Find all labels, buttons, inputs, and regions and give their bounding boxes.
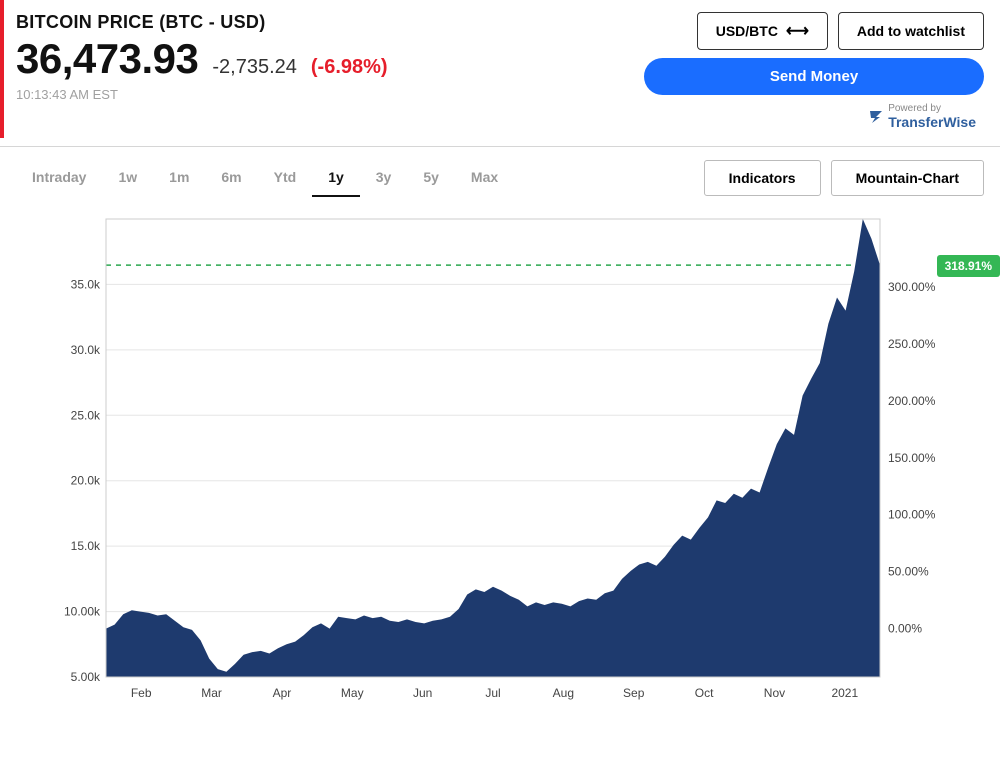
- range-tab-intraday[interactable]: Intraday: [16, 159, 102, 197]
- range-tab-1y[interactable]: 1y: [312, 159, 360, 197]
- range-tab-1m[interactable]: 1m: [153, 159, 205, 197]
- svg-text:25.0k: 25.0k: [71, 408, 101, 422]
- price-chart[interactable]: 5.00k 10.00k 15.0k 20.0k 25.0k 30.0k 35.0k 0.00…: [58, 209, 940, 707]
- svg-text:Feb: Feb: [131, 686, 152, 700]
- svg-text:200.00%: 200.00%: [888, 394, 936, 408]
- svg-text:0.00%: 0.00%: [888, 622, 922, 636]
- svg-text:35.0k: 35.0k: [71, 277, 101, 291]
- svg-text:Jul: Jul: [485, 686, 500, 700]
- reference-badge: 318.91%: [937, 255, 1000, 277]
- pair-toggle-label: USD/BTC: [716, 23, 778, 39]
- svg-text:2021: 2021: [831, 686, 858, 700]
- svg-text:50.00%: 50.00%: [888, 565, 929, 579]
- svg-text:Oct: Oct: [695, 686, 714, 700]
- powered-by-label: Powered by: [888, 103, 976, 114]
- header: BITCOIN PRICE (BTC - USD) 36,473.93 -2,7…: [0, 0, 1000, 138]
- controls-row: Intraday1w1m6mYtd1y3y5yMax Indicators Mo…: [0, 147, 1000, 209]
- price-value: 36,473.93: [16, 35, 198, 83]
- powered-by-brand: TransferWise: [888, 114, 976, 130]
- pair-toggle-button[interactable]: USD/BTC ⟷: [697, 12, 828, 50]
- range-tab-1w[interactable]: 1w: [102, 159, 153, 197]
- price-row: 36,473.93 -2,735.24 (-6.98%): [16, 35, 644, 83]
- change-percent: (-6.98%): [311, 56, 388, 79]
- svg-text:15.0k: 15.0k: [71, 539, 101, 553]
- powered-by: Powered by TransferWise: [868, 103, 976, 130]
- time-range-tabs: Intraday1w1m6mYtd1y3y5yMax: [16, 159, 514, 197]
- svg-text:Nov: Nov: [764, 686, 785, 700]
- range-tab-ytd[interactable]: Ytd: [258, 159, 313, 197]
- chart-container: 5.00k 10.00k 15.0k 20.0k 25.0k 30.0k 35.0k 0.00…: [0, 209, 1000, 757]
- svg-text:250.00%: 250.00%: [888, 337, 936, 351]
- action-row-top: USD/BTC ⟷ Add to watchlist: [697, 12, 984, 50]
- svg-text:Jun: Jun: [413, 686, 432, 700]
- send-money-label: Send Money: [770, 68, 858, 85]
- svg-text:10.00k: 10.00k: [64, 605, 101, 619]
- svg-text:150.00%: 150.00%: [888, 451, 936, 465]
- svg-text:Mar: Mar: [201, 686, 222, 700]
- chart-type-button[interactable]: Mountain-Chart: [831, 160, 984, 196]
- watchlist-label: Add to watchlist: [857, 23, 965, 39]
- chart-controls: Indicators Mountain-Chart: [704, 160, 984, 196]
- instrument-title: BITCOIN PRICE (BTC - USD): [16, 12, 644, 33]
- svg-text:5.00k: 5.00k: [71, 670, 101, 684]
- send-money-button[interactable]: Send Money: [644, 58, 984, 95]
- transferwise-icon: [868, 109, 884, 125]
- range-tab-5y[interactable]: 5y: [407, 159, 455, 197]
- add-watchlist-button[interactable]: Add to watchlist: [838, 12, 984, 50]
- svg-text:Aug: Aug: [553, 686, 574, 700]
- range-tab-max[interactable]: Max: [455, 159, 514, 197]
- indicators-button[interactable]: Indicators: [704, 160, 821, 196]
- svg-text:May: May: [341, 686, 364, 700]
- svg-text:Apr: Apr: [273, 686, 292, 700]
- price-block: BITCOIN PRICE (BTC - USD) 36,473.93 -2,7…: [16, 12, 644, 130]
- svg-text:30.0k: 30.0k: [71, 343, 101, 357]
- change-absolute: -2,735.24: [212, 56, 297, 79]
- range-tab-6m[interactable]: 6m: [205, 159, 257, 197]
- svg-text:Sep: Sep: [623, 686, 645, 700]
- svg-text:100.00%: 100.00%: [888, 508, 936, 522]
- timestamp: 10:13:43 AM EST: [16, 87, 644, 102]
- svg-text:20.0k: 20.0k: [71, 474, 101, 488]
- svg-text:300.00%: 300.00%: [888, 280, 936, 294]
- range-tab-3y[interactable]: 3y: [360, 159, 408, 197]
- header-actions: USD/BTC ⟷ Add to watchlist Send Money Po…: [644, 12, 984, 130]
- swap-icon: ⟷: [786, 21, 809, 41]
